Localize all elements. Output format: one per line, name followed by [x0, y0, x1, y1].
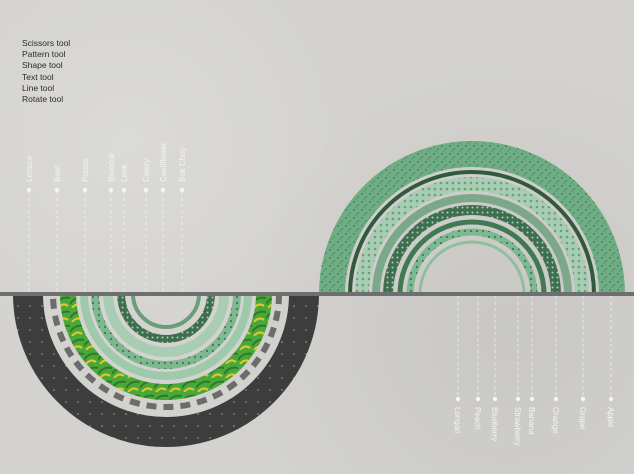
- tool-list: Scissors tool Pattern tool Shape tool Te…: [22, 38, 70, 105]
- axis-line: [0, 292, 634, 296]
- tool-line[interactable]: Line tool: [22, 82, 55, 93]
- label-beet: Beet: [53, 165, 62, 182]
- label-grape: Grape: [578, 407, 587, 430]
- right-guides: [457, 296, 612, 396]
- arc-peach: [406, 228, 538, 294]
- arc-celery: [103, 294, 229, 357]
- label-blueberry: Blueberry: [490, 407, 499, 441]
- label-bok-choy: Bok Choy: [178, 147, 187, 182]
- arc-strawberry: [383, 205, 561, 294]
- label-broccoli: Broccoli: [107, 153, 116, 182]
- label-peach: Peach: [473, 407, 482, 430]
- right-dots: [455, 396, 614, 402]
- arc-banana: [372, 194, 572, 294]
- left-guides: [28, 192, 183, 292]
- label-leek: Leek: [120, 164, 129, 182]
- arc-beet: [50, 294, 282, 410]
- tool-pattern[interactable]: Pattern tool: [22, 49, 66, 60]
- label-longan: Longan: [453, 407, 462, 434]
- tool-shape[interactable]: Shape tool: [22, 60, 63, 71]
- label-apple: Apple: [606, 407, 615, 428]
- label-strawberry: Strawberry: [513, 407, 522, 446]
- label-cauliflower: Cauliflower: [159, 142, 168, 182]
- arc-grape: [348, 170, 596, 294]
- arc-lettuce: [13, 294, 319, 447]
- arc-bok-choy: [131, 294, 201, 329]
- tool-text[interactable]: Text tool: [22, 71, 54, 82]
- vegetable-arcs: [13, 294, 319, 447]
- label-orange: Orange: [551, 407, 560, 434]
- arc-orange: [355, 177, 589, 294]
- arc-broccoli: [80, 294, 252, 380]
- label-banana: Banana: [527, 407, 536, 435]
- tool-scissors[interactable]: Scissors tool: [22, 38, 71, 48]
- label-potato: Potato: [81, 158, 90, 182]
- tool-rotate[interactable]: Rotate tool: [22, 94, 64, 105]
- label-lettuce: Lettuce: [25, 155, 34, 182]
- label-celery: Celery: [142, 159, 151, 182]
- fruit-arcs: [319, 141, 625, 294]
- left-dots: [26, 187, 185, 193]
- arc-longan: [418, 240, 526, 294]
- arc-leek: [91, 294, 241, 369]
- arc-apple: [319, 141, 625, 294]
- arc-potato: [60, 294, 272, 400]
- arc-cauliflower: [117, 294, 215, 343]
- arc-blueberry: [397, 219, 547, 294]
